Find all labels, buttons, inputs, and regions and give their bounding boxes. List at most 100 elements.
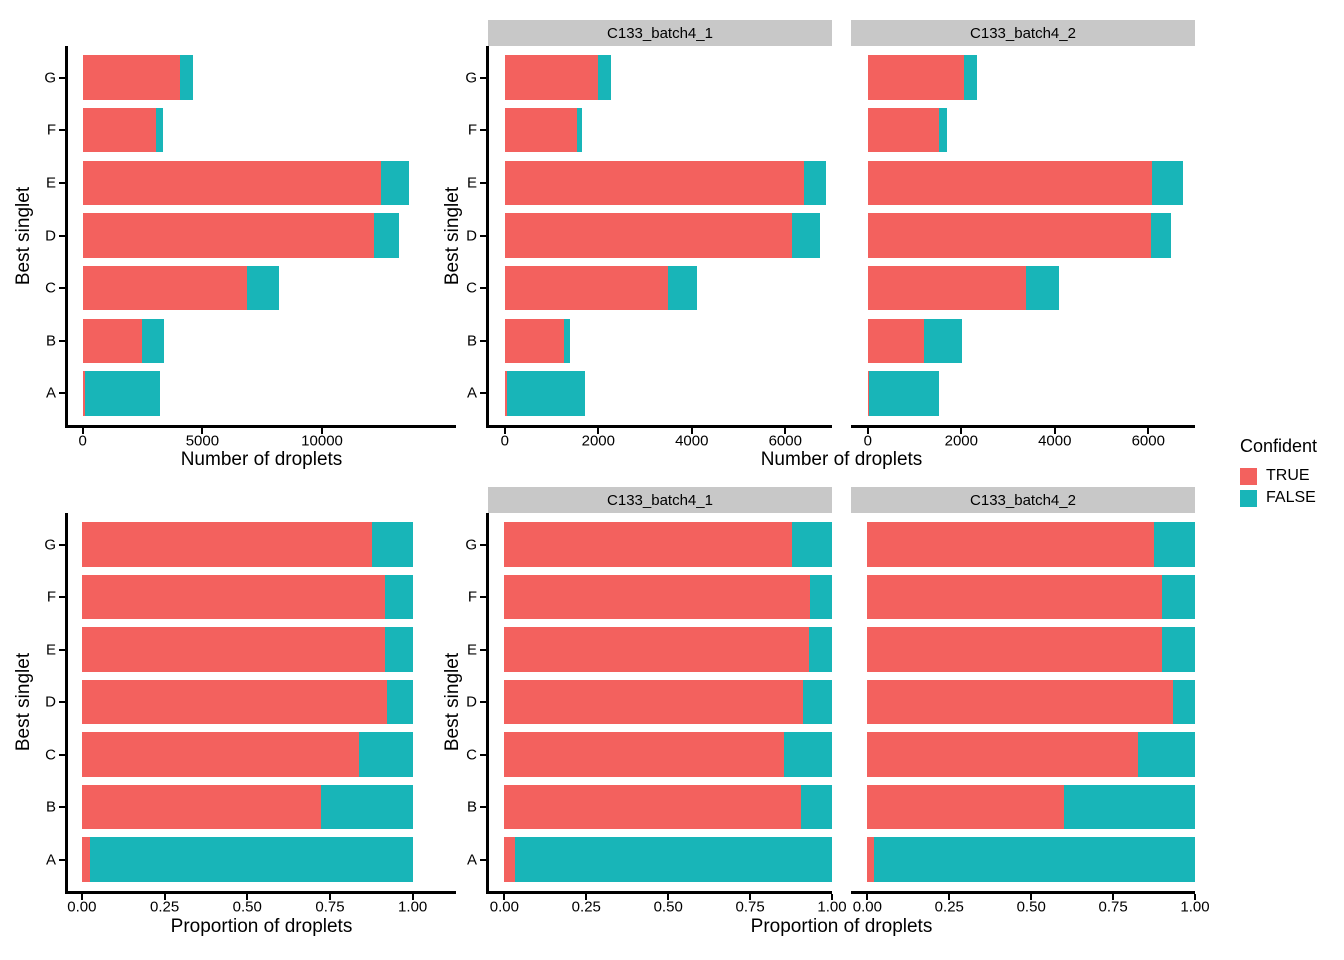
bar-counts-by-sample-C133_batch4_1-F-true [504, 108, 578, 153]
proportions-overall-x-axis-title: Proportion of droplets [170, 916, 353, 937]
proportions-overall-y-tick-E [59, 648, 65, 651]
proportions-by-sample-C133_batch4_2-x-tick-0.50 [1030, 893, 1033, 900]
bar-proportions-overall-F-false [385, 574, 413, 620]
proportions-by-sample-y-tick-A [480, 858, 486, 861]
proportions-by-sample-C133_batch4_1-x-tick-label-0.00: 0.00 [489, 898, 519, 916]
bar-counts-by-sample-C133_batch4_2-B-false [924, 318, 963, 363]
counts-overall-y-tick-A [59, 392, 65, 395]
counts-by-sample-y-tick-E [480, 181, 486, 184]
bar-proportions-overall-C-false [359, 732, 413, 777]
proportions-by-sample-C133_batch4_2-x-tick-label-0.75: 0.75 [1098, 898, 1128, 916]
proportions-by-sample-y-axis-line [486, 513, 489, 894]
bar-proportions-by-sample-C133_batch4_1-C-false [783, 732, 832, 777]
bar-proportions-by-sample-C133_batch4_2-E-true [867, 627, 1162, 672]
counts-overall-y-tick-label-F: F [46, 121, 56, 139]
proportions-by-sample-y-tick-label-A: A [466, 851, 477, 868]
bar-proportions-by-sample-C133_batch4_1-B-true [504, 784, 802, 830]
bar-proportions-by-sample-C133_batch4_2-C-false [1137, 732, 1195, 777]
counts-by-sample-y-tick-label-D: D [466, 227, 477, 244]
bar-proportions-overall-B-false [321, 784, 413, 830]
counts-by-sample-y-tick-label-A: A [466, 384, 477, 402]
bar-proportions-by-sample-C133_batch4_1-G-true [504, 522, 792, 567]
bar-proportions-by-sample-C133_batch4_1-F-false [810, 574, 832, 620]
bar-counts-overall-B-true [82, 318, 142, 363]
counts-by-sample-C133_batch4_2-x-tick-4000 [1053, 427, 1056, 434]
bar-counts-by-sample-C133_batch4_1-A-false [507, 371, 585, 416]
counts-by-sample-y-tick-label-B: B [466, 332, 477, 350]
bar-counts-by-sample-C133_batch4_2-F-false [939, 108, 948, 153]
counts-overall-y-tick-G [59, 76, 65, 79]
bar-counts-by-sample-C133_batch4_2-C-true [867, 266, 1026, 311]
bar-counts-by-sample-C133_batch4_2-D-false [1150, 213, 1171, 258]
bar-counts-by-sample-C133_batch4_2-G-true [867, 55, 964, 100]
bar-proportions-by-sample-C133_batch4_2-D-false [1173, 679, 1195, 725]
bar-counts-by-sample-C133_batch4_1-B-true [504, 318, 564, 363]
proportions-overall-x-axis-line [64, 891, 456, 894]
bar-counts-by-sample-C133_batch4_1-C-true [504, 266, 669, 311]
legend-title: Confident [1240, 436, 1318, 456]
bar-proportions-overall-A-false [90, 837, 413, 882]
bar-counts-by-sample-C133_batch4_2-D-true [867, 213, 1151, 258]
bar-proportions-by-sample-C133_batch4_1-A-false [514, 837, 832, 882]
proportions-by-sample-C133_batch4_1-x-tick-0.75 [749, 893, 752, 900]
bar-counts-overall-C-false [247, 266, 279, 311]
proportions-overall-y-tick-label-F: F [46, 588, 56, 606]
facet-strip-label: C133_batch4_2 [970, 24, 1076, 42]
bar-counts-overall-G-true [82, 55, 180, 100]
bar-counts-by-sample-C133_batch4_1-D-false [791, 213, 820, 258]
bar-counts-overall-F-true [82, 108, 157, 153]
counts-by-sample-C133_batch4_2-x-tick-label-2000: 2000 [944, 432, 978, 450]
proportions-by-sample-C133_batch4_1-x-tick-0.50 [667, 893, 670, 900]
bar-counts-by-sample-C133_batch4_1-A-true [504, 371, 508, 416]
bar-counts-overall-G-false [179, 55, 194, 100]
bar-counts-by-sample-C133_batch4_2-G-false [963, 55, 978, 100]
bar-proportions-by-sample-C133_batch4_2-D-true [867, 679, 1174, 725]
bar-counts-by-sample-C133_batch4_2-B-true [867, 318, 925, 363]
counts-by-sample-y-tick-label-G: G [465, 69, 477, 87]
counts-by-sample-C133_batch4_1-x-tick-label-4000: 4000 [675, 432, 709, 450]
proportions-overall-x-tick-label-0.50: 0.50 [232, 898, 262, 916]
counts-by-sample-C133_batch4_1-x-tick-6000 [784, 427, 787, 434]
counts-by-sample-x-axis-title: Number of droplets [760, 449, 923, 470]
counts-by-sample-C133_batch4_1-x-tick-label-2000: 2000 [581, 432, 615, 450]
counts-by-sample-C133_batch4_2-x-tick-label-0: 0 [863, 432, 872, 450]
bar-counts-by-sample-C133_batch4_1-D-true [504, 213, 792, 258]
bar-proportions-by-sample-C133_batch4_1-F-true [504, 574, 811, 620]
proportions-by-sample-y-tick-C [480, 753, 486, 756]
bar-counts-by-sample-C133_batch4_2-A-false [869, 371, 940, 416]
bar-proportions-by-sample-C133_batch4_2-C-true [867, 732, 1138, 777]
counts-by-sample-C133_batch4_1-x-tick-2000 [597, 427, 600, 434]
bar-counts-by-sample-C133_batch4_2-C-false [1025, 266, 1059, 311]
counts-overall-x-tick-label-5000: 5000 [185, 432, 220, 450]
counts-by-sample-C133_batch4_2-x-axis-line [851, 425, 1195, 428]
counts-overall-y-tick-label-G: G [44, 69, 56, 87]
proportions-overall-x-tick-0.25 [163, 893, 166, 900]
bar-counts-by-sample-C133_batch4_1-C-false [668, 266, 697, 311]
bar-counts-by-sample-C133_batch4_2-A-true [867, 371, 870, 416]
bar-proportions-by-sample-C133_batch4_1-B-false [801, 784, 832, 830]
proportions-by-sample-x-axis-title: Proportion of droplets [750, 916, 933, 937]
counts-by-sample-y-tick-A [480, 392, 486, 395]
proportions-by-sample-y-tick-label-C: C [466, 746, 477, 763]
proportions-by-sample-C133_batch4_1-x-tick-0.00 [503, 893, 506, 900]
bar-proportions-overall-E-true [81, 627, 385, 672]
counts-overall-y-tick-C [59, 287, 65, 290]
bar-proportions-by-sample-C133_batch4_2-A-true [867, 837, 874, 882]
proportions-by-sample-y-tick-E [480, 648, 486, 651]
counts-by-sample-C133_batch4_1-x-tick-label-0: 0 [500, 432, 509, 450]
counts-overall-y-tick-label-E: E [45, 174, 56, 192]
facet-strip-label: C133_batch4_1 [607, 24, 713, 42]
proportions-overall-y-tick-label-C: C [45, 746, 56, 763]
proportions-overall-x-tick-label-0.75: 0.75 [315, 898, 345, 916]
counts-overall-y-tick-D [59, 234, 65, 237]
bar-counts-overall-D-false [374, 213, 400, 258]
bar-counts-by-sample-C133_batch4_2-E-true [867, 160, 1152, 205]
bar-proportions-by-sample-C133_batch4_2-B-true [867, 784, 1064, 830]
proportions-overall-x-tick-0.75 [328, 893, 331, 900]
counts-by-sample-y-tick-F [480, 129, 486, 132]
proportions-by-sample-C133_batch4_2-x-tick-label-0.50: 0.50 [1016, 898, 1046, 916]
bar-counts-by-sample-C133_batch4_1-G-true [504, 55, 599, 100]
proportions-by-sample-C133_batch4_1-x-tick-label-0.50: 0.50 [653, 898, 683, 916]
counts-by-sample-y-tick-label-C: C [466, 279, 477, 297]
bar-proportions-by-sample-C133_batch4_2-F-false [1162, 574, 1195, 620]
